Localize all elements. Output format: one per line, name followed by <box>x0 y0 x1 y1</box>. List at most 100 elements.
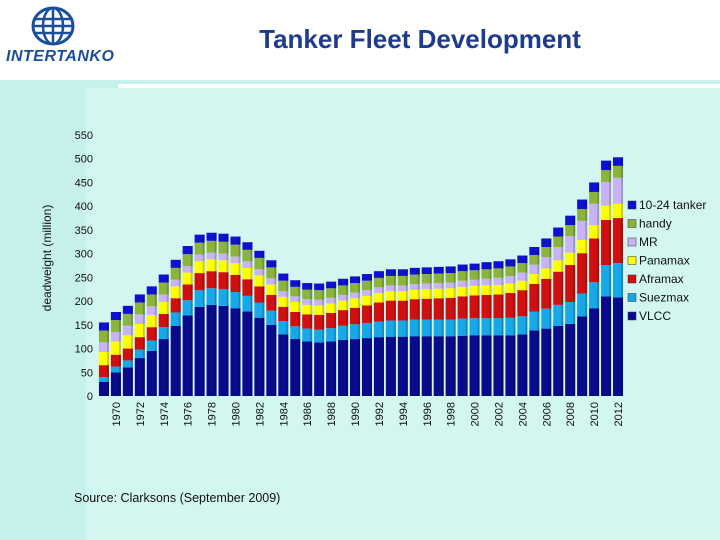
bar-segment <box>350 339 361 396</box>
bar-shade <box>202 234 205 396</box>
bar-segment <box>385 275 396 286</box>
bar-segment <box>445 282 456 289</box>
bar-segment <box>266 284 277 295</box>
page-title: Tanker Fleet Development <box>259 24 581 54</box>
bar-segment <box>326 288 337 298</box>
bar-segment <box>182 284 193 301</box>
y-tick-label: 50 <box>81 367 93 379</box>
bar-segment <box>326 303 337 313</box>
bar-shade <box>178 259 181 396</box>
bar-segment <box>158 327 169 340</box>
bar-segment <box>517 272 528 281</box>
bar-segment <box>254 275 265 287</box>
bar-segment <box>254 317 265 396</box>
bar-segment <box>290 339 301 396</box>
bar-segment <box>170 279 181 287</box>
bar-segment <box>565 225 576 237</box>
x-tick-label: 2006 <box>541 402 553 426</box>
logo-text: INTERTANKO <box>6 48 115 65</box>
bar-segment <box>302 299 313 305</box>
bar-segment <box>98 330 109 343</box>
bar-segment <box>553 325 564 396</box>
bar-segment <box>409 299 420 320</box>
bar-shade <box>429 267 432 396</box>
bar-segment <box>278 291 289 297</box>
bar-segment <box>266 267 277 279</box>
bar-segment <box>242 242 253 250</box>
bar-segment <box>361 290 372 296</box>
bar-segment <box>134 314 145 324</box>
bar-segment <box>421 274 432 284</box>
legend-label: Panamax <box>639 254 690 268</box>
bar-shade <box>166 274 169 396</box>
bar-segment <box>146 306 157 315</box>
bar-segment <box>361 295 372 306</box>
bar-segment <box>613 177 624 204</box>
bar-segment <box>350 307 361 325</box>
bar-segment <box>505 259 516 267</box>
legend-label: handy <box>639 217 672 231</box>
bar-segment <box>206 240 217 253</box>
bar-segment <box>397 336 408 396</box>
bar-segment <box>326 341 337 396</box>
x-tick-label: 1998 <box>446 402 458 426</box>
bar-segment <box>505 266 516 276</box>
bar-segment <box>266 324 277 396</box>
x-tick-label: 1990 <box>350 402 362 426</box>
bar-shade <box>106 322 109 396</box>
bar-segment <box>146 294 157 307</box>
bar-segment <box>158 339 169 396</box>
bar-segment <box>350 292 361 299</box>
bar-segment <box>577 239 588 254</box>
bar-segment <box>302 314 313 329</box>
bar-segment <box>110 312 121 321</box>
bar-segment <box>122 305 133 314</box>
bar-segment <box>613 218 624 264</box>
bar-segment <box>134 349 145 359</box>
bar-segment <box>505 293 516 318</box>
bar-segment <box>445 273 456 283</box>
bar-segment <box>290 302 301 313</box>
bar-segment <box>601 296 612 396</box>
bar-segment <box>338 310 349 326</box>
y-tick-label: 450 <box>75 177 93 189</box>
bar-segment <box>326 312 337 329</box>
bar-shade <box>621 157 624 396</box>
bar-segment <box>326 328 337 342</box>
bar-segment <box>601 219 612 266</box>
bar-segment <box>469 285 480 296</box>
bar-segment <box>218 289 229 306</box>
bar-segment <box>110 366 121 373</box>
bar-segment <box>254 250 265 258</box>
bar-segment <box>170 259 181 268</box>
x-tick-label: 2002 <box>493 402 505 426</box>
bar-segment <box>206 288 217 305</box>
bar-shade <box>393 269 396 396</box>
x-tick-label: 1974 <box>159 402 171 426</box>
bar-segment <box>373 287 384 294</box>
bar-segment <box>373 321 384 338</box>
y-tick-label: 550 <box>75 130 93 142</box>
y-tick-label: 0 <box>87 391 93 403</box>
bar-segment <box>290 296 301 303</box>
bar-segment <box>565 323 576 396</box>
bar-segment <box>421 336 432 396</box>
bar-segment <box>314 305 325 315</box>
bar-segment <box>158 274 169 283</box>
bar-segment <box>206 259 217 272</box>
legend-label: Aframax <box>639 272 684 286</box>
bar-segment <box>541 268 552 279</box>
bar-shade <box>525 255 528 396</box>
bar-segment <box>254 302 265 318</box>
bar-segment <box>278 273 289 281</box>
bar-segment <box>541 256 552 269</box>
bar-shade <box>537 246 540 396</box>
bar-segment <box>98 365 109 378</box>
bar-segment <box>110 331 121 342</box>
bar-segment <box>457 280 468 287</box>
y-axis-label: deadweight (million) <box>40 204 54 312</box>
bar-segment <box>445 266 456 274</box>
bar-segment <box>302 341 313 396</box>
bar-shade <box>405 269 408 396</box>
